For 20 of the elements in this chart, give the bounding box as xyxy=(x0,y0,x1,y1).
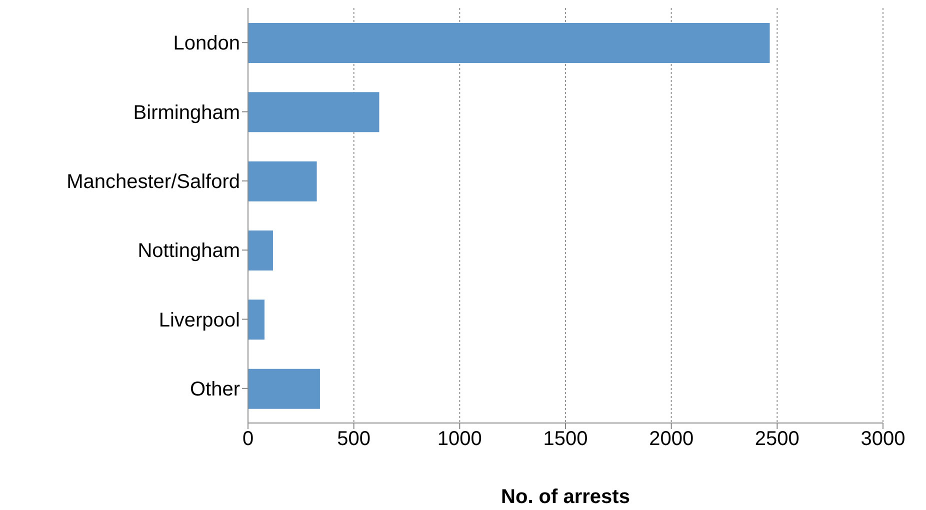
x-tick-label: 2000 xyxy=(649,428,694,450)
x-axis-title: No. of arrests xyxy=(501,486,630,508)
x-tick-label: 2500 xyxy=(754,428,800,450)
y-tick-label: Manchester/Salford xyxy=(66,171,240,194)
bar xyxy=(248,161,317,202)
y-tick-label: Other xyxy=(190,378,240,401)
x-tick-label: 1000 xyxy=(437,428,482,450)
bar xyxy=(248,23,770,63)
y-tick-label: Birmingham xyxy=(133,102,240,124)
x-tick-label: 500 xyxy=(337,428,371,450)
x-tick-label: 1500 xyxy=(543,428,588,450)
y-tick-label: Nottingham xyxy=(138,240,240,262)
x-tick-label: 3000 xyxy=(860,428,906,450)
bar xyxy=(248,368,320,409)
y-tick-label: London xyxy=(173,32,240,55)
bar xyxy=(248,92,380,132)
y-tick-label: Liverpool xyxy=(158,309,240,332)
x-tick-label: 0 xyxy=(242,428,254,450)
bar xyxy=(248,230,273,270)
bar xyxy=(248,300,265,340)
